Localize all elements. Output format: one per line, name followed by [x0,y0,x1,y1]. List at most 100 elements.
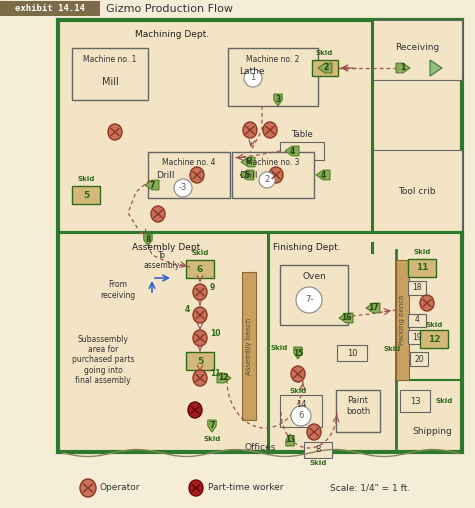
Polygon shape [145,180,159,190]
Text: 5: 5 [245,171,250,179]
Bar [372,150,462,232]
Text: To
assembly: To assembly [144,250,180,270]
Text: Gizmo Production Flow: Gizmo Production Flow [106,4,233,14]
Ellipse shape [108,124,122,140]
Text: Subassembly
area for
purchased parts
going into
final assembly: Subassembly area for purchased parts goi… [72,335,134,385]
Ellipse shape [263,122,277,138]
Text: 6: 6 [197,265,203,273]
Text: 16: 16 [341,313,352,323]
Text: Skid: Skid [191,250,209,256]
Text: Mill: Mill [102,77,118,87]
Text: 1: 1 [400,64,405,73]
Bar [312,60,338,76]
Text: Skid: Skid [383,346,400,352]
Circle shape [291,406,311,426]
Text: Assembly Dept.: Assembly Dept. [133,243,204,252]
Text: Machining Dept.: Machining Dept. [135,30,209,39]
Text: Skid: Skid [289,388,307,394]
Text: 15: 15 [293,348,303,358]
Text: Packing bench: Packing bench [399,295,405,345]
Text: From
receiving: From receiving [100,280,136,300]
Bar [304,442,332,458]
Text: 2: 2 [265,175,270,184]
Text: 9: 9 [210,282,215,292]
Text: 14: 14 [296,400,306,409]
Ellipse shape [80,479,96,497]
Ellipse shape [189,480,203,496]
Polygon shape [208,420,216,432]
Bar [410,352,428,366]
Text: 13: 13 [285,435,295,444]
Text: 7: 7 [150,180,155,189]
Text: -3: -3 [179,183,187,193]
Text: Finishing Dept.: Finishing Dept. [273,243,341,252]
Ellipse shape [193,284,207,300]
Bar [186,260,214,278]
Text: Part-time worker: Part-time worker [208,484,284,492]
Circle shape [296,287,322,313]
Polygon shape [396,63,410,73]
Bar [72,48,148,100]
Bar [337,345,367,361]
Text: 3: 3 [276,96,281,105]
Text: 2: 2 [323,64,328,73]
Polygon shape [430,60,442,76]
Text: Machine no. 4: Machine no. 4 [162,158,216,167]
Text: Table: Table [291,130,313,139]
Bar [280,265,348,325]
Bar [232,152,314,198]
Polygon shape [285,146,299,156]
Text: exhibit 14.14: exhibit 14.14 [15,4,85,13]
Text: Skid: Skid [77,176,95,182]
Text: Assembly bench: Assembly bench [246,318,252,374]
Bar [186,352,214,370]
Text: Skid: Skid [309,460,327,466]
Circle shape [244,69,262,87]
Polygon shape [144,234,152,246]
Text: Shipping: Shipping [412,428,452,436]
Text: 10: 10 [210,329,220,337]
Text: 5: 5 [83,190,89,200]
Text: Skid: Skid [203,436,221,442]
Text: Machine no. 3: Machine no. 3 [246,158,300,167]
Bar [408,314,426,327]
Bar [0,1,100,16]
Text: 11: 11 [416,264,428,272]
Text: 20: 20 [414,355,424,364]
Bar [408,330,426,344]
Ellipse shape [291,366,305,382]
Text: Paint
booth: Paint booth [346,396,370,416]
Ellipse shape [188,402,202,418]
Bar [336,390,380,432]
Bar [228,48,318,106]
Text: 10: 10 [347,348,357,358]
Bar [408,259,436,277]
Bar [400,390,430,412]
Circle shape [174,179,192,197]
Ellipse shape [190,167,204,183]
Text: 8: 8 [315,446,321,455]
Bar [396,260,409,380]
Text: Skid: Skid [413,249,431,255]
Text: 12: 12 [428,334,440,343]
Polygon shape [286,434,294,446]
Ellipse shape [243,122,257,138]
Polygon shape [366,303,380,313]
Text: 17: 17 [368,303,379,312]
Ellipse shape [193,370,207,386]
Text: 13: 13 [409,397,420,405]
Text: Offices: Offices [244,443,276,452]
Text: Machine no. 2: Machine no. 2 [247,55,300,64]
Bar [280,142,324,160]
Text: 1: 1 [250,74,256,82]
Text: 7-: 7- [305,296,313,304]
Text: Machine no. 1: Machine no. 1 [83,55,137,64]
Bar [372,20,462,80]
Polygon shape [241,157,255,167]
Text: 18: 18 [412,283,422,293]
Polygon shape [217,373,231,383]
Bar [72,186,100,204]
Text: 19: 19 [412,333,422,341]
Text: Tool crib: Tool crib [398,186,436,196]
Polygon shape [316,170,330,180]
